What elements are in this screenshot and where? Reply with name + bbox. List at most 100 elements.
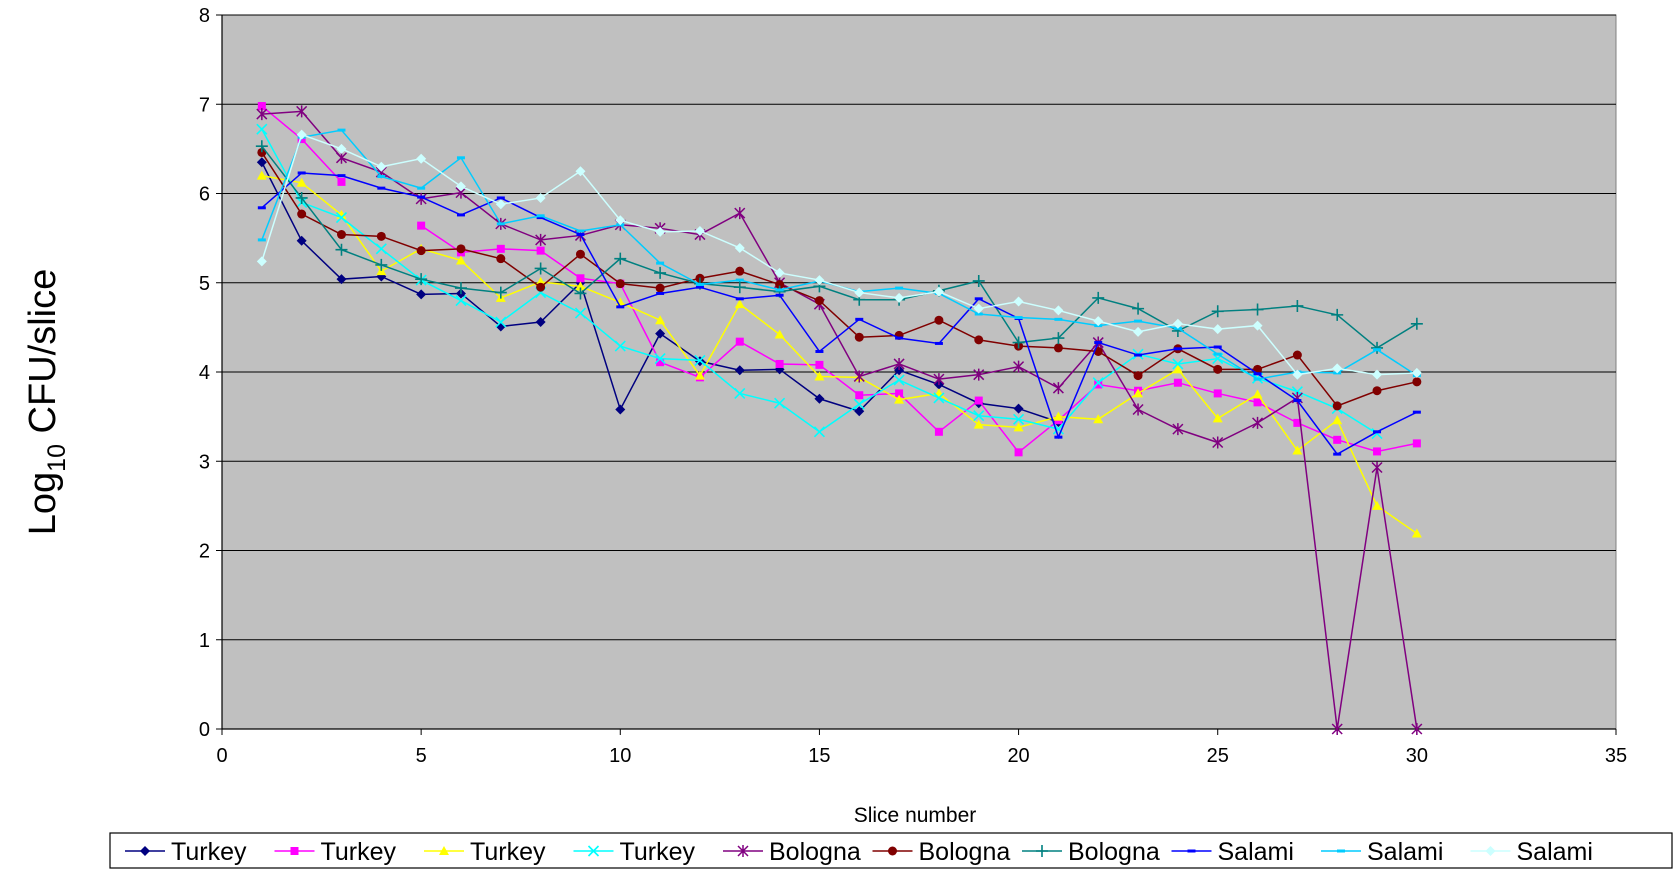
x-tick-label: 15 xyxy=(808,745,830,767)
data-point xyxy=(656,358,665,367)
data-point xyxy=(1412,439,1421,448)
data-point xyxy=(536,282,546,292)
x-tick-label: 35 xyxy=(1605,745,1627,767)
data-point xyxy=(615,215,626,226)
data-point xyxy=(415,192,427,205)
data-point xyxy=(335,212,348,224)
data-point xyxy=(297,171,306,175)
data-point xyxy=(256,170,267,180)
data-point xyxy=(735,337,744,346)
data-point xyxy=(336,274,347,285)
data-point xyxy=(417,195,426,199)
data-point xyxy=(255,140,268,153)
data-point xyxy=(853,370,865,383)
series-10 xyxy=(256,129,1422,380)
legend-label: Turkey xyxy=(171,838,247,866)
data-point xyxy=(734,365,745,376)
data-point xyxy=(855,317,864,321)
data-point xyxy=(734,387,746,399)
data-point xyxy=(893,357,905,370)
data-point xyxy=(415,273,428,286)
data-point xyxy=(296,105,308,118)
legend-label: Turkey xyxy=(620,838,696,866)
data-point xyxy=(534,262,547,275)
series-line xyxy=(261,133,1417,376)
data-point xyxy=(1014,448,1023,457)
data-point xyxy=(1332,401,1342,411)
data-point xyxy=(1133,388,1144,398)
series-line xyxy=(261,174,1418,535)
data-point xyxy=(1092,377,1104,389)
data-point xyxy=(1013,296,1024,307)
data-point xyxy=(494,286,507,299)
x-tick-label: 5 xyxy=(416,745,427,767)
data-point xyxy=(1134,353,1143,357)
series-line xyxy=(420,225,1418,454)
data-point xyxy=(1410,317,1423,330)
data-point xyxy=(615,404,626,415)
x-axis-ticks: 0 5 10 15 20 25 30 35 xyxy=(216,729,1627,767)
data-point xyxy=(734,242,745,253)
series-layer xyxy=(255,102,1423,735)
data-point xyxy=(337,177,346,186)
data-point xyxy=(1372,369,1383,380)
data-point xyxy=(455,295,467,307)
data-point xyxy=(735,297,744,301)
data-point xyxy=(1211,305,1224,318)
y-tick-label: 5 xyxy=(199,273,210,295)
data-point xyxy=(376,231,386,241)
data-point xyxy=(1371,461,1383,474)
x-tick-label: 30 xyxy=(1406,745,1428,767)
y-tick-label: 2 xyxy=(199,541,210,563)
legend-item: Bologna xyxy=(872,838,1010,866)
data-point xyxy=(1172,318,1183,329)
legend-marker xyxy=(1485,846,1496,856)
data-point xyxy=(1373,447,1382,456)
data-point xyxy=(1094,341,1103,345)
data-point xyxy=(535,192,546,203)
y-tick-label: 8 xyxy=(199,5,210,27)
data-point xyxy=(574,287,587,300)
data-point xyxy=(1372,386,1382,396)
data-point xyxy=(337,128,346,132)
data-point xyxy=(375,258,388,271)
legend-label: Turkey xyxy=(321,838,397,866)
data-point xyxy=(416,289,427,300)
data-point xyxy=(1411,723,1423,735)
legend-marker xyxy=(1187,849,1196,853)
data-point xyxy=(974,312,983,316)
data-point xyxy=(1213,352,1222,356)
data-point xyxy=(1213,389,1222,398)
data-point xyxy=(1052,332,1065,345)
data-point xyxy=(1252,389,1263,399)
data-point xyxy=(1172,423,1184,436)
data-point xyxy=(297,209,307,219)
data-point xyxy=(495,199,506,210)
data-point xyxy=(1053,343,1063,353)
data-point xyxy=(1331,723,1343,735)
data-point xyxy=(575,166,586,177)
data-point xyxy=(894,365,905,376)
data-point xyxy=(256,256,267,267)
data-point xyxy=(377,175,386,179)
data-point xyxy=(774,397,786,409)
x-tick-label: 25 xyxy=(1207,745,1229,767)
y-axis-ticks: 0 1 2 3 4 5 6 7 8 xyxy=(199,5,222,741)
x-tick-label: 0 xyxy=(216,745,227,767)
data-point xyxy=(895,336,904,340)
y-tick-label: 0 xyxy=(199,719,210,741)
y-tick-label: 1 xyxy=(199,630,210,652)
data-point xyxy=(416,153,427,164)
data-point xyxy=(257,238,266,242)
data-point xyxy=(814,371,825,381)
data-point xyxy=(1093,414,1104,424)
data-point xyxy=(774,267,785,278)
data-point xyxy=(656,261,665,265)
data-point xyxy=(1133,326,1144,337)
data-point xyxy=(1094,380,1103,389)
data-point xyxy=(257,206,266,210)
legend-label: Salami xyxy=(1218,838,1294,866)
data-point xyxy=(1292,445,1303,455)
data-point xyxy=(416,246,426,256)
